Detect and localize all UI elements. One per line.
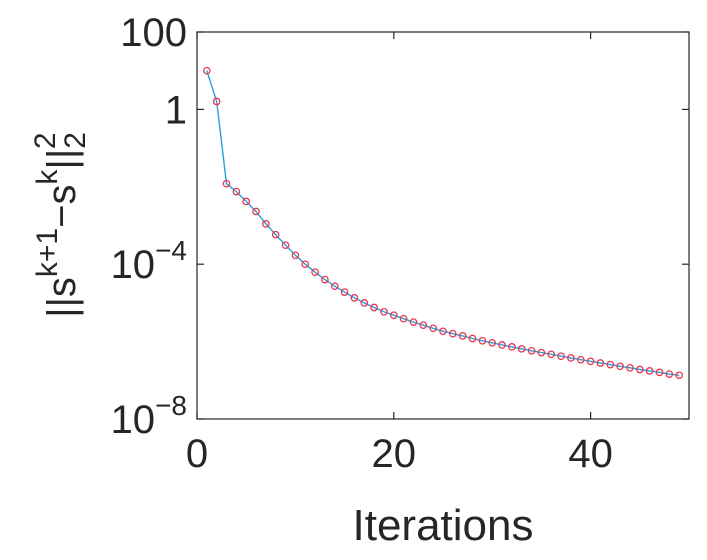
x-axis-label: Iterations: [353, 501, 534, 550]
plot-frame: [196, 31, 690, 420]
data-point: [350, 294, 359, 302]
data-point: [498, 341, 506, 349]
svg-text:||sk+1−sk||22: ||sk+1−sk||22: [29, 132, 92, 318]
data-point: [488, 338, 497, 347]
data-point: [399, 314, 408, 323]
y-tick-label: 100: [120, 11, 187, 55]
y-axis-label: ||sk+1−sk||22: [29, 132, 92, 318]
y-tick-labels: 100 1 10−4 10−8: [111, 11, 187, 442]
x-tick-labels: 0 20 40: [186, 432, 613, 476]
data-point: [478, 336, 487, 345]
data-point: [517, 344, 526, 353]
data-series: [202, 66, 684, 380]
y-label-sub-2: 2: [59, 132, 92, 149]
data-point: [380, 307, 388, 316]
y-label-sup-2: 2: [29, 132, 62, 149]
data-point: [409, 318, 418, 326]
data-point: [222, 179, 231, 188]
data-point: [370, 303, 378, 312]
data-point: [596, 359, 605, 367]
data-point: [508, 343, 516, 351]
y-label-base: ||s: [40, 277, 84, 318]
data-point: [567, 354, 575, 362]
y-label-close: ||: [40, 149, 84, 170]
y-tick-label: 10−8: [111, 390, 187, 442]
data-point: [311, 268, 319, 277]
data-point: [458, 332, 467, 340]
data-point: [321, 275, 329, 284]
data-point: [232, 187, 241, 196]
data-point: [271, 230, 280, 239]
data-point: [448, 329, 457, 338]
data-point: [675, 371, 684, 380]
y-label-mid: −s: [40, 185, 84, 228]
axis-ticks: [196, 31, 689, 420]
data-point: [547, 350, 556, 359]
data-point: [655, 368, 664, 377]
data-point: [281, 241, 290, 250]
x-tick-label: 20: [372, 432, 417, 476]
plot-area: [196, 31, 690, 420]
x-tick-label: 0: [186, 432, 208, 476]
data-point: [635, 365, 644, 374]
data-point: [301, 260, 310, 269]
data-point: [606, 360, 615, 369]
data-point: [252, 207, 260, 216]
y-tick-label: 10−4: [111, 235, 187, 287]
y-tick-label: 1: [165, 88, 187, 132]
data-point: [360, 299, 369, 307]
data-point: [419, 321, 428, 330]
data-point: [242, 197, 251, 206]
data-point: [429, 324, 438, 333]
data-point: [645, 367, 654, 375]
data-point: [626, 363, 634, 372]
data-point: [616, 362, 624, 371]
data-point: [468, 334, 477, 343]
y-label-sup-k: k: [31, 169, 64, 185]
data-point: [439, 327, 447, 336]
data-point: [202, 66, 211, 75]
data-point: [557, 352, 565, 361]
series-line-0: [206, 70, 680, 376]
data-point: [576, 355, 585, 364]
data-point: [212, 97, 221, 106]
data-point: [291, 251, 300, 260]
x-tick-label: 40: [568, 432, 613, 476]
data-point: [586, 357, 595, 366]
data-point: [340, 288, 349, 296]
y-label-sup-k-plus-1: k+1: [31, 228, 64, 277]
data-point: [527, 346, 536, 355]
data-point: [665, 370, 674, 378]
data-point: [330, 282, 339, 291]
data-point: [389, 311, 398, 320]
data-point: [537, 348, 546, 357]
data-point: [262, 220, 270, 228]
